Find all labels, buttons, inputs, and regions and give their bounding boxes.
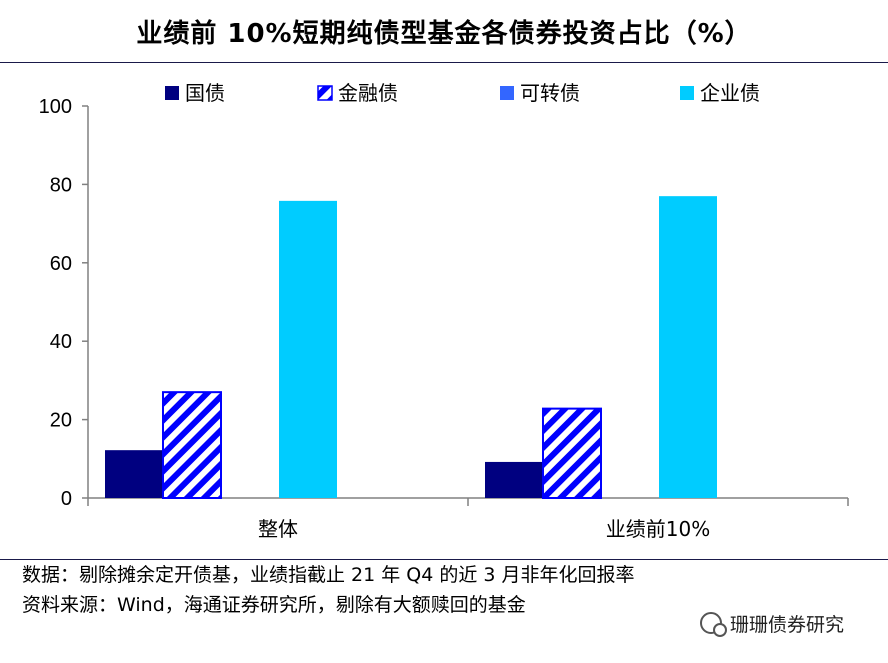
bar-企业债 — [659, 196, 717, 498]
legend-swatch-金融债 — [317, 85, 333, 101]
legend-label-金融债: 金融债 — [338, 81, 398, 105]
legend-swatch-国债 — [165, 86, 179, 100]
plot-area: 0 20 40 60 80 100 整体 业绩前10% — [39, 96, 849, 541]
data-note: 数据：剔除摊余定开债基，业绩指截止 21 年 Q4 的近 3 月非年化回报率 — [22, 564, 635, 586]
x-tick-label: 业绩前10% — [606, 517, 710, 541]
top-rule — [0, 62, 888, 63]
legend-label-国债: 国债 — [185, 81, 225, 105]
legend-swatch-可转债 — [500, 86, 514, 100]
y-tick-label: 80 — [50, 174, 72, 196]
bar-金融债 — [542, 407, 602, 499]
watermark: 珊珊债券研究 — [700, 608, 844, 638]
legend-label-企业债: 企业债 — [700, 81, 760, 105]
bar-国债 — [485, 461, 543, 498]
legend: 国债 金融债 可转债 企业债 — [165, 81, 760, 105]
y-tick-label: 0 — [61, 488, 72, 510]
y-tick-label: 40 — [50, 331, 72, 353]
bottom-rule — [0, 559, 888, 560]
source-note: 资料来源：Wind，海通证券研究所，剔除有大额赎回的基金 — [22, 594, 526, 616]
legend-swatch-企业债 — [680, 86, 694, 100]
bar-企业债 — [279, 200, 337, 498]
bar-国债 — [105, 450, 163, 498]
y-tick-label: 60 — [50, 253, 72, 275]
chart-title: 业绩前 10%短期纯债型基金各债券投资占比（%） — [136, 19, 752, 49]
bar-chart: 国债 金融债 可转债 企业债 0 20 40 60 80 100 整体 业绩前10% — [39, 81, 849, 541]
legend-label-可转债: 可转债 — [520, 81, 580, 105]
watermark-text: 珊珊债券研究 — [730, 613, 845, 636]
wechat-icon — [700, 612, 727, 637]
y-tick-label: 100 — [39, 96, 72, 118]
x-tick-label: 整体 — [258, 517, 298, 541]
y-tick-label: 20 — [50, 410, 72, 432]
bar-金融债 — [162, 391, 222, 499]
